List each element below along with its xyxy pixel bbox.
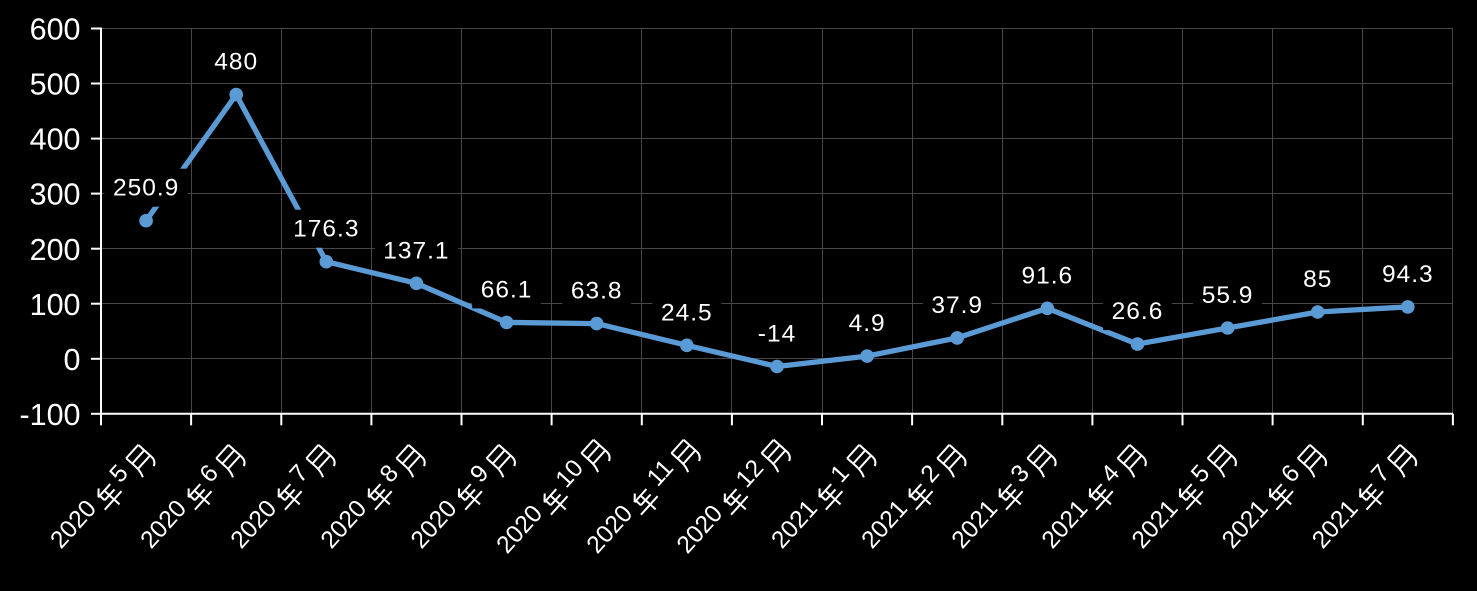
svg-text:-14: -14 <box>758 321 796 348</box>
svg-text:26.6: 26.6 <box>1112 298 1164 325</box>
svg-text:500: 500 <box>30 68 81 102</box>
svg-text:200: 200 <box>30 233 81 267</box>
svg-text:0: 0 <box>64 343 81 377</box>
svg-text:55.9: 55.9 <box>1202 282 1254 309</box>
svg-text:63.8: 63.8 <box>571 278 623 305</box>
svg-text:66.1: 66.1 <box>481 276 533 303</box>
svg-text:85: 85 <box>1303 266 1332 293</box>
svg-text:100: 100 <box>30 288 81 322</box>
svg-text:176.3: 176.3 <box>293 216 359 243</box>
svg-text:480: 480 <box>214 49 258 76</box>
svg-text:400: 400 <box>30 123 81 157</box>
svg-text:91.6: 91.6 <box>1021 262 1073 289</box>
svg-text:600: 600 <box>30 13 81 47</box>
svg-text:37.9: 37.9 <box>931 292 983 319</box>
svg-text:300: 300 <box>30 178 81 212</box>
svg-text:24.5: 24.5 <box>661 299 713 326</box>
svg-text:250.9: 250.9 <box>113 175 179 202</box>
svg-text:-100: -100 <box>19 398 80 432</box>
svg-text:94.3: 94.3 <box>1382 261 1434 288</box>
svg-text:4.9: 4.9 <box>849 310 886 337</box>
svg-text:137.1: 137.1 <box>383 237 449 264</box>
